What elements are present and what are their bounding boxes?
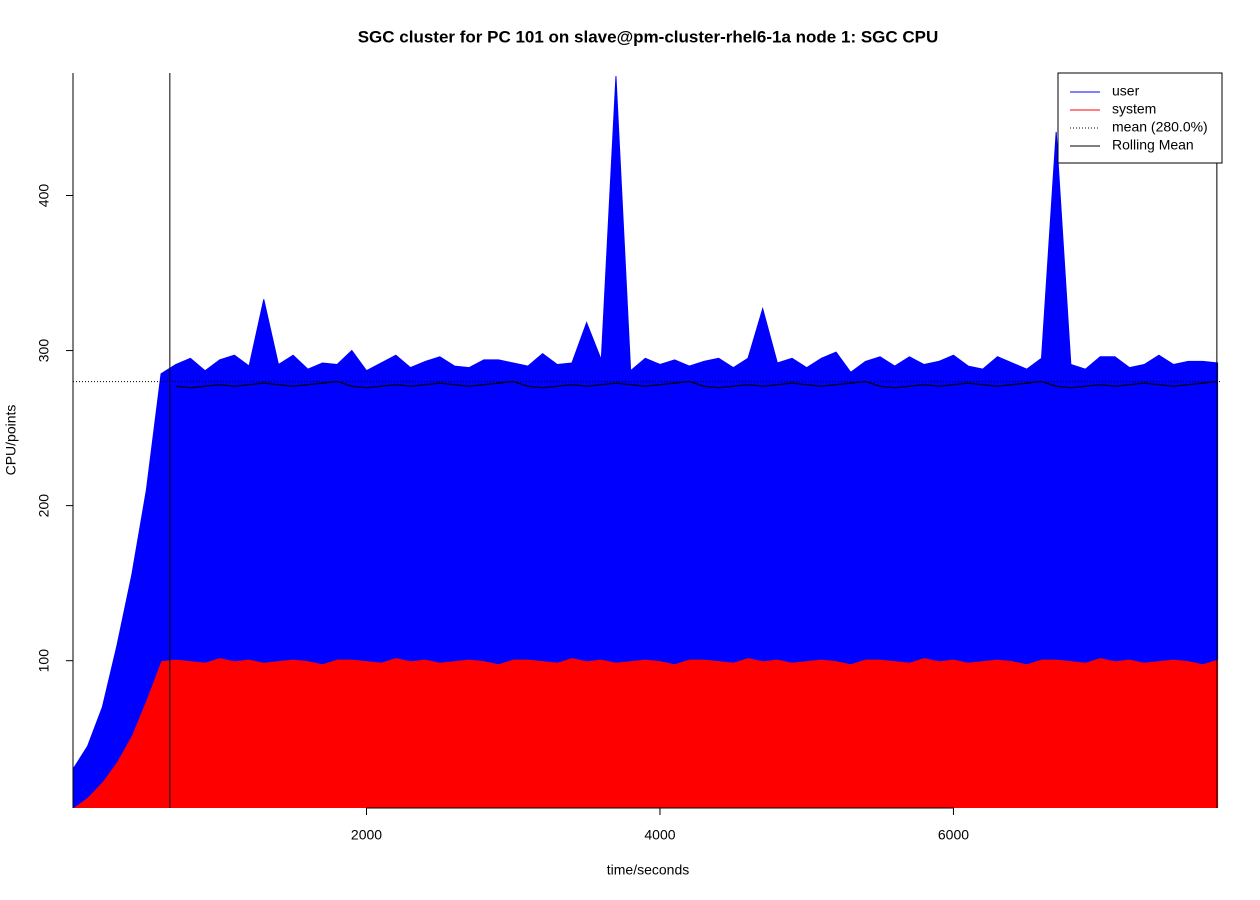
plot-area [73, 76, 1222, 808]
x-tick-label: 2000 [351, 827, 382, 843]
legend-box [1057, 72, 1223, 164]
area-1 [73, 657, 1219, 808]
x-axis-label: time/seconds [607, 862, 689, 878]
legend-label: Rolling Mean [1112, 137, 1194, 153]
area-0 [73, 76, 1219, 808]
legend-label: user [1112, 83, 1140, 99]
y-tick-label: 300 [36, 339, 52, 363]
y-axis-label: CPU/points [3, 405, 19, 476]
x-tick-label: 4000 [644, 827, 675, 843]
y-tick-label: 100 [36, 649, 52, 673]
rolling-mean-line [175, 380, 1218, 389]
legend-label: mean (280.0%) [1112, 119, 1208, 135]
x-tick-label: 6000 [938, 827, 969, 843]
legend-label: system [1112, 101, 1156, 117]
chart-title: SGC cluster for PC 101 on slave@pm-clust… [358, 27, 939, 46]
y-tick-label: 400 [36, 184, 52, 208]
y-tick-label: 200 [36, 494, 52, 518]
